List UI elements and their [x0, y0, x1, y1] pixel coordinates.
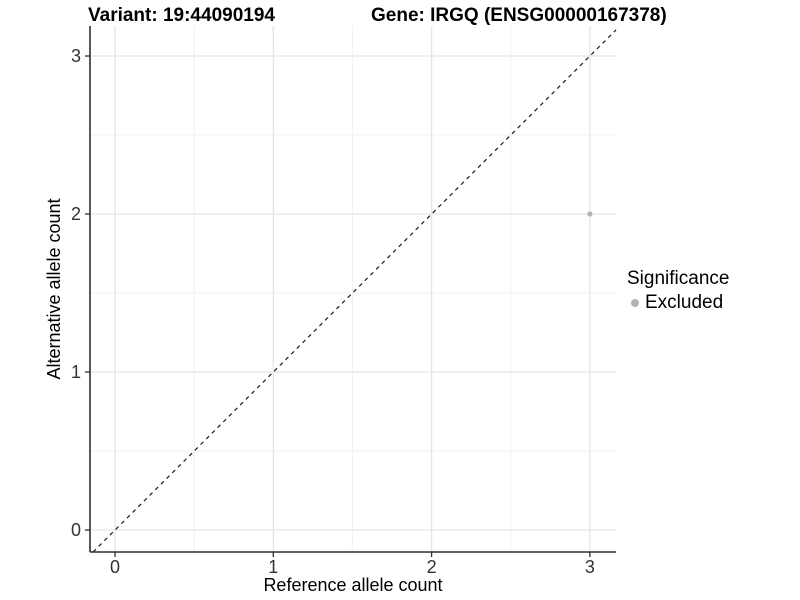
y-tick-label: 1 [71, 362, 81, 382]
x-tick-label: 2 [427, 557, 437, 577]
x-tick-label: 1 [268, 557, 278, 577]
legend-entry-label: Excluded [645, 292, 724, 313]
legend-point-icon [631, 299, 639, 307]
plot-title-variant: Variant: 19:44090194 [88, 5, 275, 26]
y-tick-label: 3 [71, 46, 81, 66]
legend-entry-excluded: Excluded [627, 292, 729, 314]
legend: Significance Excluded [627, 269, 729, 314]
x-axis-title: Reference allele count [263, 575, 442, 595]
x-tick-label: 0 [110, 557, 120, 577]
x-tick-label: 3 [585, 557, 595, 577]
data-point [587, 211, 593, 217]
y-tick-label: 0 [71, 520, 81, 540]
y-axis-title: Alternative allele count [44, 198, 64, 379]
y-tick-label: 2 [71, 204, 81, 224]
identity-line [92, 29, 617, 553]
legend-title: Significance [627, 268, 730, 289]
plot-title-gene: Gene: IRGQ (ENSG00000167378) [371, 5, 667, 26]
